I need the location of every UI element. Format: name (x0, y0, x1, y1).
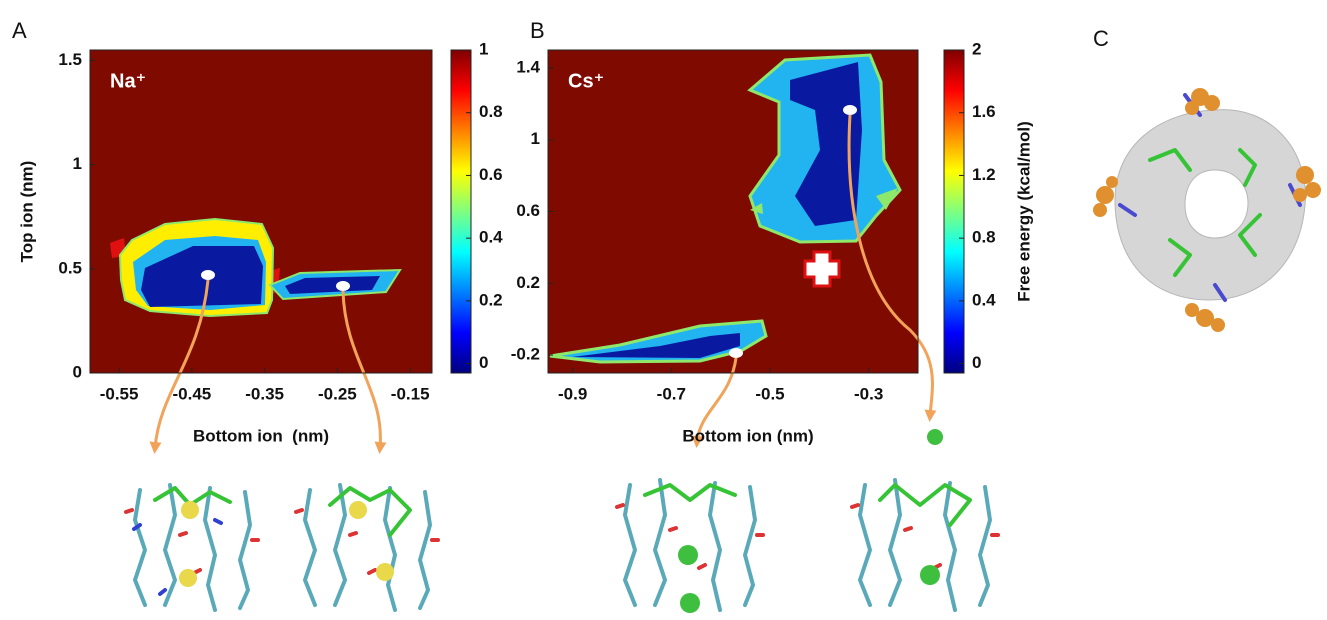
colorbar-tick-label: 1 (479, 39, 488, 58)
x-tick-label: -0.7 (657, 384, 686, 403)
panel-label: B (530, 18, 545, 43)
x-tick-label: -0.35 (245, 384, 284, 403)
colorbar-tick-label: 0 (479, 353, 488, 372)
x-tick-label: -0.25 (318, 384, 357, 403)
colorbar-tick-label: 0.8 (479, 102, 503, 121)
colorbar-label: Free energy (kcal/mol) (1014, 121, 1033, 301)
colorbar-tick-label: 0.6 (479, 165, 503, 184)
channel-top-view (1093, 88, 1321, 332)
y-tick-label: 1.5 (58, 50, 82, 69)
panel-label: C (1093, 26, 1109, 51)
y-tick-label: 1.4 (516, 57, 540, 76)
x-tick-label: -0.9 (558, 384, 587, 403)
x-axis-label: Bottom ion (nm) (193, 426, 329, 445)
y-tick-label: 0.6 (516, 201, 540, 220)
y-tick-label: 0.5 (58, 258, 82, 277)
colorbar-tick-label: 0.2 (479, 290, 503, 309)
colorbar-tick-label: 1.2 (972, 165, 996, 184)
colorbar-tick-label: 0.4 (479, 228, 503, 247)
colorbar-tick-label: 0 (972, 353, 981, 372)
colorbar-tick-label: 2 (972, 39, 981, 58)
x-tick-label: -0.3 (854, 384, 883, 403)
colorbar-tick-label: 0.4 (972, 290, 996, 309)
y-tick-label: -0.2 (511, 345, 540, 364)
x-tick-label: -0.45 (172, 384, 211, 403)
colorbar-tick-label: 1.6 (972, 102, 996, 121)
annotation: Na⁺ (110, 70, 146, 92)
plot-background (90, 50, 432, 373)
colorbar (451, 50, 471, 373)
x-tick-label: -0.55 (100, 384, 139, 403)
x-tick-label: -0.5 (755, 384, 784, 403)
annotation: Cs⁺ (568, 70, 604, 92)
y-tick-label: 0 (73, 362, 82, 381)
figure: C A Na⁺ -0.55 -0.45 -0.35 -0.25 -0.15 0 0.5 1 1.5 B… (0, 0, 1327, 620)
structures (126, 480, 998, 613)
y-tick-label: 1 (73, 154, 82, 173)
panel-label: A (12, 18, 27, 43)
y-tick-label: 0.2 (516, 273, 540, 292)
y-axis-label: Top ion (nm) (17, 161, 36, 263)
x-axis-label: Bottom ion (nm) (682, 426, 813, 445)
colorbar (944, 50, 964, 373)
y-tick-label: 1 (531, 129, 540, 148)
colorbar-tick-label: 0.8 (972, 228, 996, 247)
x-tick-label: -0.15 (391, 384, 430, 403)
